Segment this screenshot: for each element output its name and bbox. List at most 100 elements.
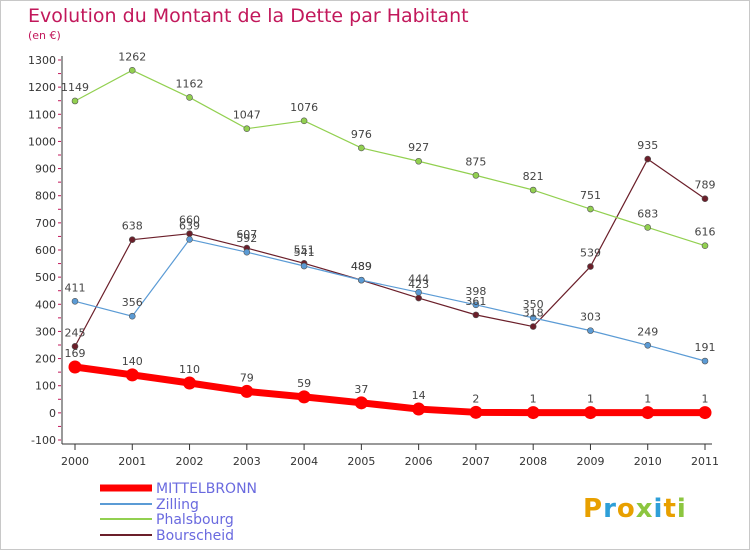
data-point-phalsbourg [415,157,422,165]
y-tick-label: 1300 [28,54,56,67]
x-tick-label: 2001 [118,455,146,468]
data-point-zilling [358,276,365,284]
data-point-zilling [186,236,193,243]
data-label-zilling: 639 [179,219,200,232]
y-tick-label: 700 [35,217,56,230]
data-label-zilling: 356 [122,296,143,309]
data-point-zilling [300,262,308,270]
chart-subtitle: (en €) [28,29,61,42]
data-label-mittelbronn: 140 [122,355,143,368]
y-tick-label: 900 [35,163,56,176]
data-label-mittelbronn: 59 [297,377,311,390]
y-tick-label: 1200 [28,81,56,94]
data-label-zilling: 350 [523,298,544,311]
data-point-phalsbourg [644,224,652,231]
y-tick-label: 1000 [28,135,56,148]
data-label-bourscheid: 489 [351,260,372,273]
data-point-zilling [701,357,709,365]
data-point-mittelbronn [297,390,311,404]
data-label-bourscheid: 361 [465,295,486,308]
x-tick-label: 2005 [347,455,375,468]
data-point-mittelbronn [412,402,426,416]
logo-letter: i [654,494,664,524]
logo-letter: t [663,494,676,524]
data-label-mittelbronn: 1 [530,393,537,406]
data-label-bourscheid: 318 [523,307,544,320]
data-label-mittelbronn: 1 [587,393,594,406]
data-label-zilling: 398 [465,285,486,298]
legend-label: Phalsbourg [156,512,234,528]
data-point-phalsbourg [472,172,480,179]
x-tick-label: 2004 [290,455,318,468]
data-label-bourscheid: 607 [236,228,257,241]
x-tick-label: 2007 [462,455,490,468]
data-point-zilling [415,289,422,296]
data-label-bourscheid: 423 [408,278,429,291]
data-point-bourscheid [644,155,652,163]
data-label-zilling: 541 [294,246,315,259]
data-label-bourscheid: 638 [122,220,143,233]
data-label-zilling: 444 [408,272,429,285]
data-label-bourscheid: 935 [637,139,658,152]
legend-label: Zilling [156,497,199,513]
data-point-zilling [644,341,652,349]
data-label-mittelbronn: 37 [354,383,368,396]
data-point-zilling [71,297,79,305]
legend-label: Bourscheid [156,528,234,544]
data-labels: 169 140 110 79 59 37 14 2 1 1 1 1 411 356 639 592 541 489… [61,50,716,405]
data-point-mittelbronn [469,405,483,419]
data-point-phalsbourg [300,117,308,125]
data-label-mittelbronn: 169 [65,347,86,360]
data-point-mittelbronn [698,406,712,420]
data-label-phalsbourg: 683 [637,207,658,220]
data-point-bourscheid [71,343,79,350]
y-tick-label: 100 [35,380,56,393]
data-label-zilling: 303 [580,311,601,324]
data-point-bourscheid [472,311,480,319]
x-tick-label: 2000 [61,455,89,468]
series-line-phalsbourg [74,69,706,247]
data-label-phalsbourg: 821 [523,170,544,183]
data-point-phalsbourg [701,242,709,249]
y-tick-label: 400 [35,298,56,311]
data-label-phalsbourg: 1076 [290,101,318,114]
data-label-zilling: 489 [351,260,372,273]
y-tick-label: 800 [35,190,56,203]
data-point-phalsbourg [243,125,251,132]
x-tick-label: 2011 [691,455,719,468]
data-point-mittelbronn [240,384,254,398]
series-line-mittelbronn [74,363,705,417]
data-label-zilling: 191 [695,341,716,354]
data-point-mittelbronn [125,368,139,382]
data-label-phalsbourg: 1262 [118,50,146,63]
data-label-phalsbourg: 616 [695,226,716,239]
y-tick-label: 200 [35,353,56,366]
y-tick-label: -100 [31,434,56,447]
data-label-zilling: 411 [65,281,86,294]
data-label-bourscheid: 789 [695,179,716,192]
data-point-mittelbronn [354,396,368,410]
y-tick-label: 600 [35,244,56,257]
data-label-mittelbronn: 79 [240,371,254,384]
data-point-bourscheid [701,195,709,202]
data-label-phalsbourg: 927 [408,141,429,154]
logo-letter: i [677,494,687,524]
data-point-bourscheid [587,263,594,270]
data-label-bourscheid: 551 [294,243,315,256]
data-point-phalsbourg [529,186,537,194]
data-label-phalsbourg: 976 [351,128,372,141]
data-label-phalsbourg: 1149 [61,81,89,94]
data-point-bourscheid [128,236,136,243]
data-point-phalsbourg [186,94,193,101]
data-label-phalsbourg: 1047 [233,109,261,122]
data-point-mittelbronn [526,406,540,420]
axes: -100 0 100 200 300 400 500 600 700 800 900 1000 1100… [28,54,719,468]
data-point-phalsbourg [128,67,136,74]
x-tick-label: 2003 [233,455,261,468]
y-tick-label: 1100 [28,108,56,121]
y-tick-label: 300 [35,325,56,338]
chart-title: Evolution du Montant de la Dette par Hab… [28,5,469,27]
